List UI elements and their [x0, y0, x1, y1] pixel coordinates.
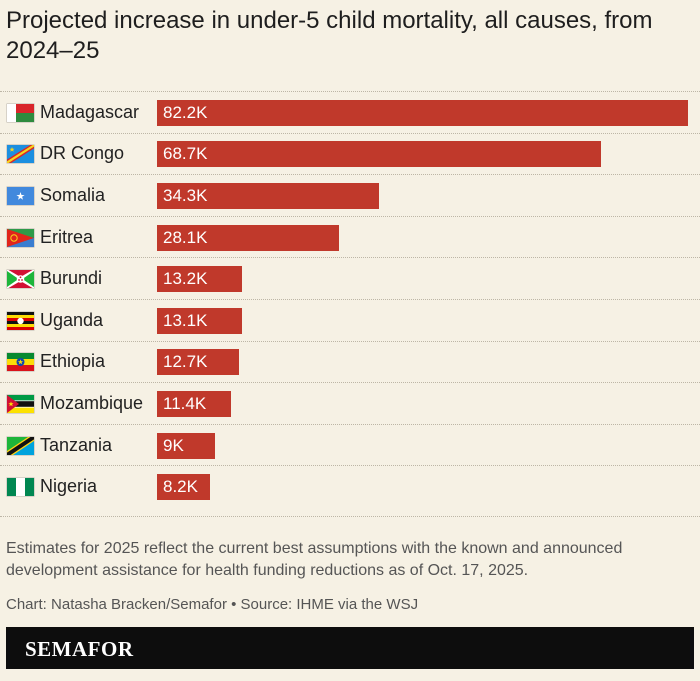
category-label: Nigeria	[40, 476, 98, 497]
chart-title: Projected increase in under-5 child mort…	[6, 7, 653, 64]
bar-row: Eritrea 28.1K	[0, 215, 700, 258]
data-label: 28.1K	[163, 227, 208, 247]
bar-row: Somalia 34.3K	[0, 174, 700, 216]
bar: 13.2K	[157, 266, 243, 293]
madagascar-flag-icon	[7, 103, 34, 122]
data-label: 9K	[163, 435, 184, 455]
bar: 8.2K	[157, 474, 210, 501]
category-label: DR Congo	[40, 143, 125, 164]
category-label: Somalia	[40, 184, 106, 205]
bar: 9K	[157, 432, 216, 459]
data-label: 12.7K	[163, 352, 208, 372]
tanzania-flag-icon	[7, 436, 34, 455]
bar-row: DR Congo 68.7K	[0, 132, 700, 175]
dr-congo-flag-icon	[7, 145, 34, 164]
divider	[0, 516, 700, 517]
semafor-logo: SEMAFOR	[25, 637, 134, 661]
bar-chart: Madagascar 82.2K DR Congo 68.7K Somalia 34.3K…	[0, 91, 700, 516]
category-label: Madagascar	[40, 101, 140, 122]
category-label: Mozambique	[40, 392, 144, 413]
category-label: Ethiopia	[40, 351, 106, 372]
category-label: Eritrea	[40, 226, 94, 247]
bar: 12.7K	[157, 349, 240, 376]
bar-row: Mozambique 11.4K	[0, 382, 700, 424]
chart-note: Estimates for 2025 reflect the current b…	[6, 540, 623, 579]
data-label: 13.1K	[163, 310, 208, 330]
bar-row: Madagascar 82.2K	[0, 91, 700, 133]
chart-credit: Chart: Natasha Bracken/Semafor • Source:…	[6, 596, 419, 613]
mozambique-flag-icon	[7, 394, 34, 413]
bar: 68.7K	[157, 141, 601, 168]
data-label: 11.4K	[163, 393, 207, 413]
bar: 13.1K	[157, 307, 242, 334]
bar: 28.1K	[157, 224, 339, 251]
bar-row: Nigeria 8.2K	[0, 465, 700, 507]
category-label: Uganda	[40, 309, 104, 330]
category-label: Burundi	[40, 268, 103, 289]
somalia-flag-icon	[7, 186, 34, 205]
bar: 82.2K	[157, 99, 688, 126]
data-label: 8.2K	[163, 477, 198, 497]
data-label: 13.2K	[163, 269, 208, 289]
burundi-flag-icon	[7, 270, 34, 289]
ethiopia-flag-icon	[7, 353, 34, 372]
bar-row: Tanzania 9K	[0, 423, 700, 466]
nigeria-flag-icon	[7, 478, 34, 497]
bar-row: Burundi 13.2K	[0, 257, 700, 299]
data-label: 68.7K	[163, 144, 208, 164]
eritrea-flag-icon	[7, 228, 34, 247]
bar-row: Ethiopia 12.7K	[0, 340, 700, 383]
data-label: 82.2K	[163, 102, 208, 122]
bar: 11.4K	[157, 390, 231, 417]
bar-row: Uganda 13.1K	[0, 299, 700, 341]
data-label: 34.3K	[163, 185, 208, 205]
footer-bar: SEMAFOR	[6, 627, 694, 669]
category-label: Tanzania	[40, 434, 113, 455]
uganda-flag-icon	[7, 311, 34, 330]
bar: 34.3K	[157, 182, 379, 209]
